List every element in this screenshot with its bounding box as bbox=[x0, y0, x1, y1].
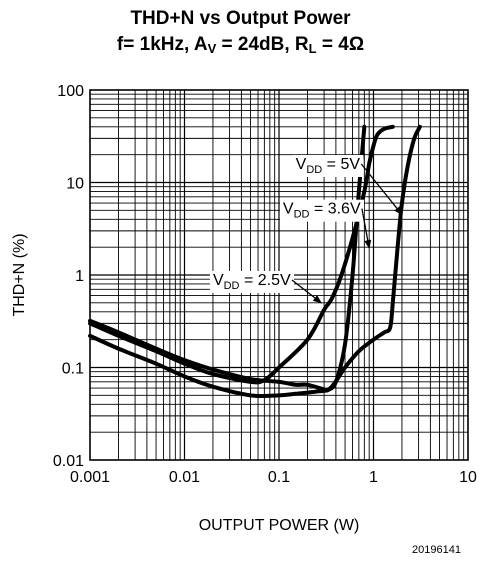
subtitle-part-av: = 24dB, R bbox=[216, 34, 309, 55]
annotation-label-2: VDD = 3.6V bbox=[283, 201, 361, 221]
annotation-arrow-1 bbox=[360, 163, 403, 216]
series-line-1 bbox=[88, 124, 367, 393]
series-line-2 bbox=[88, 124, 395, 385]
x-axis-label: OUTPUT POWER (W) bbox=[199, 517, 360, 534]
x-tick-label: 1 bbox=[369, 469, 378, 486]
subtitle-part-rl: = 4Ω bbox=[316, 34, 365, 55]
annotation-bg-2 bbox=[279, 199, 364, 222]
chart-subtitle: f= 1kHz, AV = 24dB, RL = 4Ω bbox=[0, 34, 481, 60]
chart-title: THD+N vs Output Power bbox=[130, 8, 351, 29]
annotation-bg-1 bbox=[292, 154, 364, 177]
y-tick-label: 100 bbox=[57, 83, 84, 100]
y-tick-label: 10 bbox=[66, 176, 84, 193]
y-axis-label: THD+N (%) bbox=[11, 233, 28, 316]
subtitle-sub-l: L bbox=[308, 41, 317, 56]
y-tick-label: 0.1 bbox=[62, 361, 84, 378]
annotation-bg-3 bbox=[209, 270, 294, 293]
annotations: VDD = 5V VDD = 3.6V VDD = 2.5V bbox=[209, 154, 403, 304]
annotation-label-1: VDD = 5V bbox=[296, 156, 361, 176]
figure-id: 20196141 bbox=[412, 544, 461, 556]
x-tick-label: 0.001 bbox=[70, 469, 110, 486]
x-tick-label: 10 bbox=[459, 469, 477, 486]
x-tick-label: 0.01 bbox=[169, 469, 200, 486]
annotation-arrow-2 bbox=[361, 208, 372, 250]
subtitle-part-f: f= 1kHz, A bbox=[116, 34, 208, 55]
series-group bbox=[88, 124, 422, 399]
subtitle-sub-v: V bbox=[207, 41, 217, 56]
y-tick-label: 1 bbox=[75, 268, 84, 285]
y-tick-label: 0.01 bbox=[53, 453, 84, 470]
x-tick-label: 0.1 bbox=[268, 469, 290, 486]
annotation-arrow-3 bbox=[291, 279, 323, 304]
annotation-label-3: VDD = 2.5V bbox=[213, 272, 291, 292]
plot-frame bbox=[89, 89, 469, 461]
